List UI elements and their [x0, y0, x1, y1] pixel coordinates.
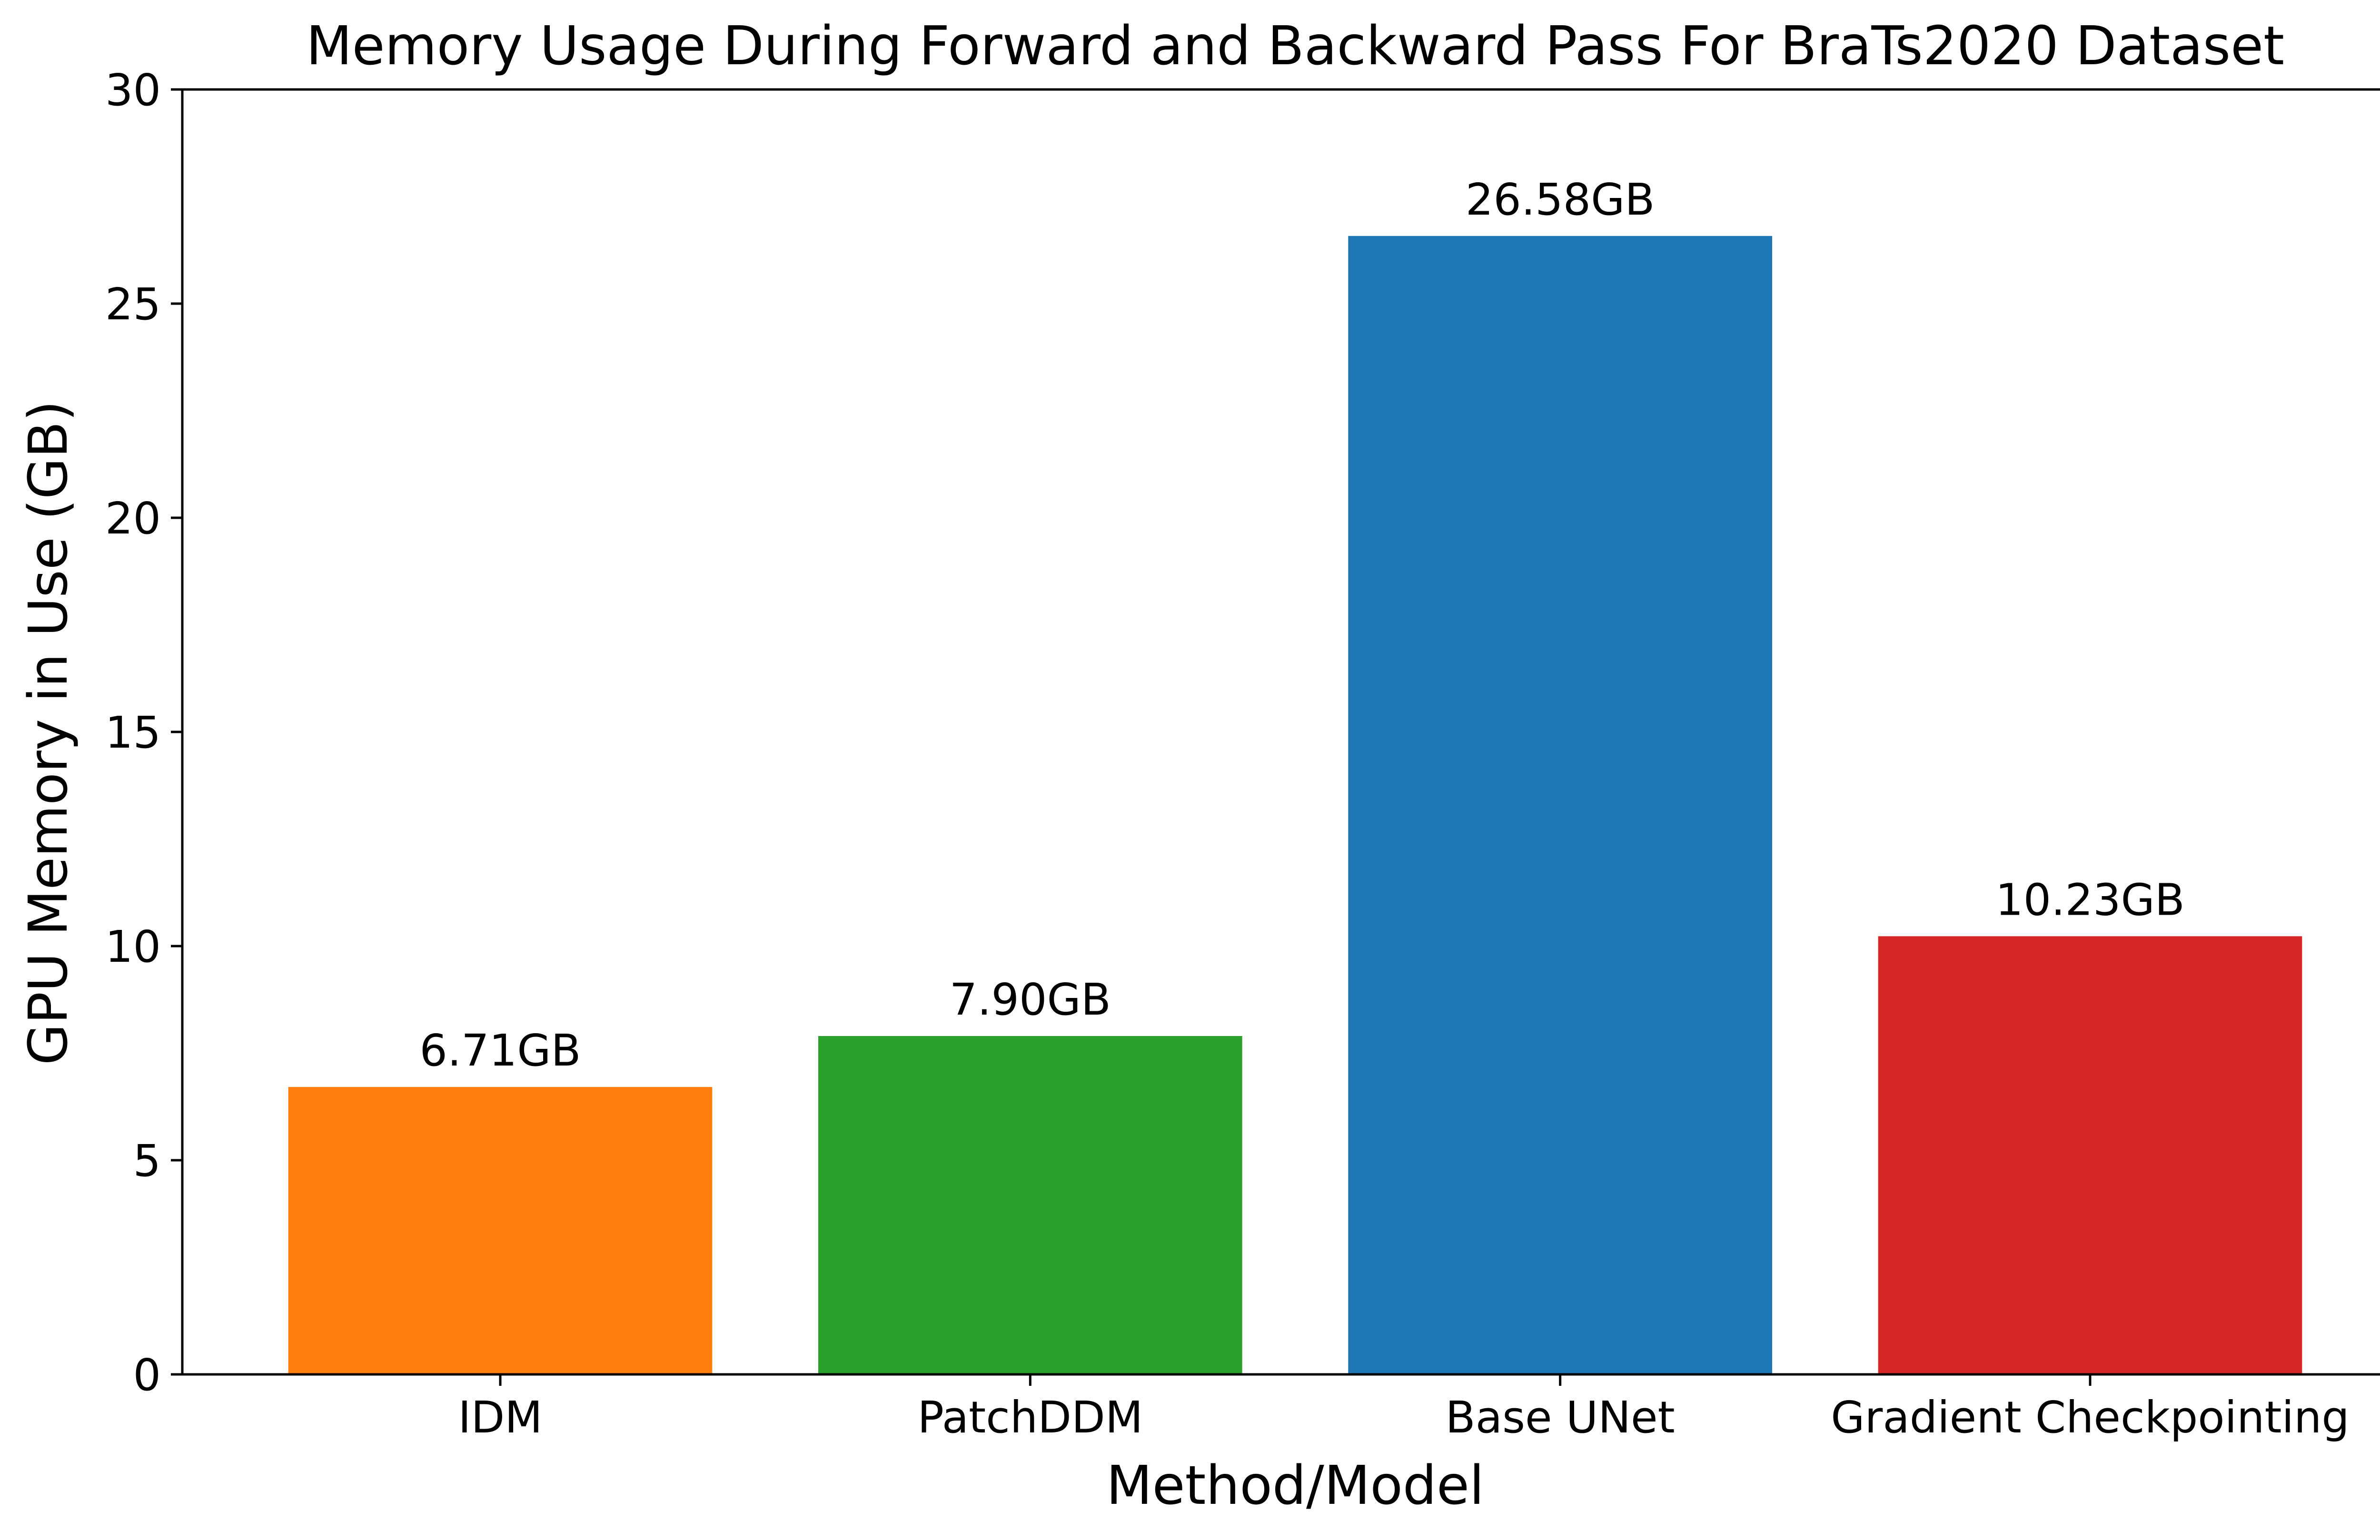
x-tick-label-idm: IDM — [458, 1392, 542, 1443]
x-tick-label-patchddm: PatchDDM — [917, 1392, 1143, 1443]
x-tick-label-gradient-checkpointing: Gradient Checkpointing — [1831, 1392, 2350, 1443]
value-labels-group: 6.71GB 7.90GB 26.58GB 10.23GB — [419, 174, 2185, 1076]
y-tick-label-10: 10 — [105, 921, 161, 972]
x-axis: IDM PatchDDM Base UNet Gradient Checkpointi… — [458, 1374, 2350, 1443]
bar-idm — [288, 1087, 713, 1374]
y-axis-label: GPU Memory in Use (GB) — [18, 401, 79, 1066]
y-tick-label-0: 0 — [133, 1350, 161, 1401]
bars-group — [288, 236, 2302, 1374]
value-label-idm: 6.71GB — [419, 1025, 581, 1076]
value-label-patchddm: 7.90GB — [950, 974, 1111, 1025]
y-tick-label-25: 25 — [105, 279, 161, 330]
y-tick-label-30: 30 — [105, 65, 161, 116]
x-tick-label-base-unet: Base UNet — [1446, 1392, 1675, 1443]
bar-base-unet — [1348, 236, 1772, 1374]
value-label-gradient-checkpointing: 10.23GB — [1995, 874, 2185, 925]
y-axis: 0 5 10 15 20 25 30 — [105, 65, 182, 1401]
bar-gradient-checkpointing — [1878, 936, 2302, 1374]
x-axis-label: Method/Model — [1106, 1455, 1484, 1517]
bar-patchddm — [818, 1036, 1242, 1374]
y-tick-label-20: 20 — [105, 493, 161, 544]
plot-frame — [181, 88, 2380, 1376]
value-label-base-unet: 26.58GB — [1466, 174, 1655, 225]
y-tick-label-5: 5 — [133, 1135, 161, 1186]
y-tick-label-15: 15 — [105, 707, 161, 758]
chart-title: Memory Usage During Forward and Backward… — [306, 15, 2284, 77]
